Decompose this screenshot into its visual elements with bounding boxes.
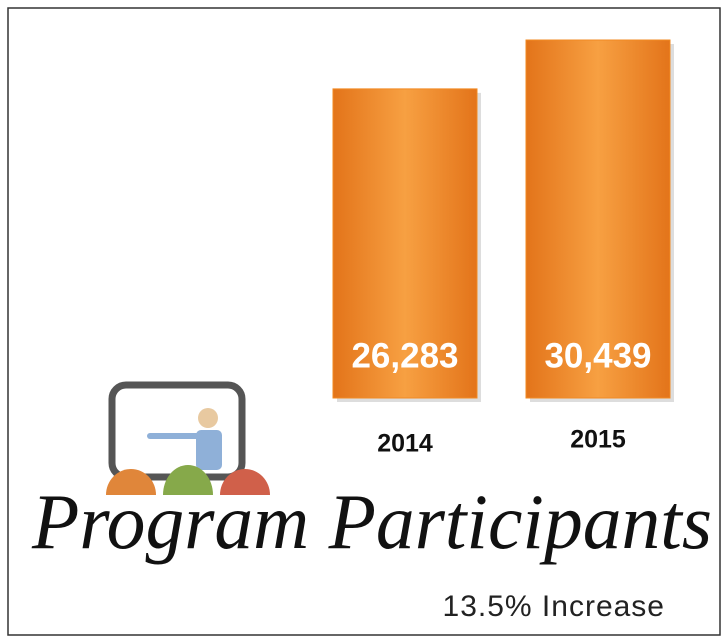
- value-label: 26,283: [351, 336, 458, 375]
- value-label: 30,439: [544, 336, 651, 375]
- bar: [332, 88, 478, 399]
- bar: [525, 39, 671, 399]
- presentation-icon: [106, 381, 270, 495]
- x-tick-label: 2015: [570, 426, 626, 454]
- chart-title: Program Participants: [31, 478, 712, 565]
- subtitle: 13.5% Increase: [443, 590, 665, 623]
- x-tick-label: 2014: [377, 430, 433, 458]
